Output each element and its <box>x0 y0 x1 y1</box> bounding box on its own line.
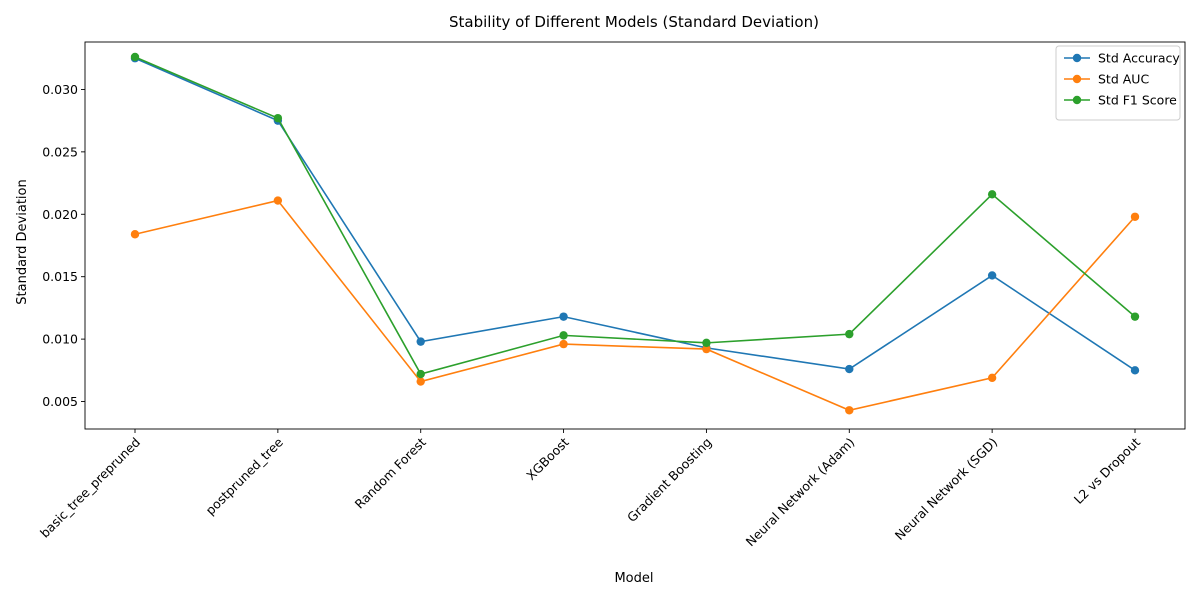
y-tick-label: 0.015 <box>42 269 78 284</box>
chart-title: Stability of Different Models (Standard … <box>449 13 819 31</box>
data-point <box>416 377 425 386</box>
legend-label: Std AUC <box>1098 72 1149 87</box>
series-line <box>134 56 1136 376</box>
x-tick-label: XGBoost <box>523 434 572 483</box>
y-tick-label: 0.020 <box>42 207 78 222</box>
series-2 <box>130 52 1140 379</box>
data-point <box>1130 212 1140 221</box>
x-tick-label: Neural Network (Adam) <box>743 435 858 550</box>
legend: Std Accuracy Std AUC Std F1 Score <box>1055 45 1181 121</box>
legend-label: Std F1 Score <box>1098 93 1177 108</box>
y-tick-label: 0.030 <box>42 82 78 97</box>
data-point <box>559 331 568 340</box>
plot-frame <box>84 41 1186 430</box>
series-line <box>134 57 1136 371</box>
y-tick-label: 0.005 <box>42 394 78 409</box>
legend-swatch-marker <box>1072 95 1082 105</box>
data-point <box>130 230 140 239</box>
x-axis-title: Model <box>614 571 653 586</box>
data-point <box>416 337 425 346</box>
data-point <box>559 339 568 349</box>
series-1 <box>130 196 1140 415</box>
y-axis-title: Standard Deviation <box>15 179 30 304</box>
data-point <box>845 364 854 374</box>
legend-label: Std Accuracy <box>1098 51 1180 66</box>
x-tick-label: Gradient Boosting <box>624 435 715 526</box>
data-point <box>130 52 140 62</box>
data-point <box>987 190 997 199</box>
y-tick-label: 0.010 <box>42 332 78 347</box>
data-point <box>987 373 997 383</box>
data-point <box>1130 366 1140 375</box>
x-tick-label: Random Forest <box>352 434 429 511</box>
legend-swatch-marker <box>1072 53 1082 63</box>
data-point <box>559 312 568 321</box>
data-point <box>273 113 283 123</box>
x-tick-label: basic_tree_prepruned <box>37 435 143 541</box>
series-0 <box>130 54 1140 375</box>
x-tick-label: L2 vs Dropout <box>1071 434 1143 506</box>
legend-box <box>1055 45 1181 121</box>
data-point <box>702 338 711 348</box>
x-tick-label: postpruned_tree <box>203 434 287 518</box>
data-point <box>702 344 711 354</box>
data-point <box>1130 312 1140 321</box>
data-point <box>845 329 854 339</box>
data-point <box>845 406 854 415</box>
y-tick-label: 0.025 <box>42 144 78 159</box>
data-point <box>273 196 283 205</box>
plot-area: 0.005 0.010 0.015 0.020 0.025 0.030 basic_tree… <box>37 41 1186 550</box>
data-point <box>416 369 425 379</box>
legend-swatch-marker <box>1072 74 1082 84</box>
series-line <box>134 199 1136 412</box>
x-tick-label: Neural Network (SGD) <box>892 435 1000 543</box>
data-point <box>987 271 997 280</box>
